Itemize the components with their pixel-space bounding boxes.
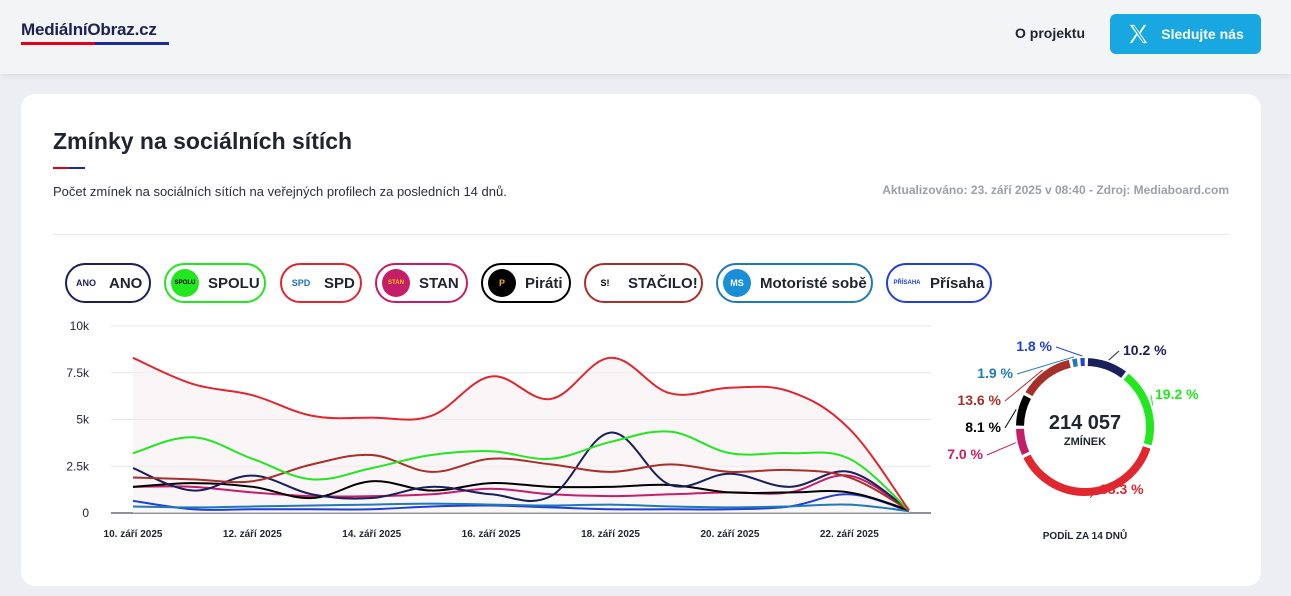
party-logo-icon: SPOLU bbox=[171, 269, 199, 297]
x-tick-label: 10. září 2025 bbox=[104, 529, 163, 540]
pie-leader-line bbox=[1004, 369, 1043, 402]
y-tick-label: 7.5k bbox=[66, 366, 90, 380]
pie-slice-label: 8.1 % bbox=[965, 419, 1001, 435]
party-logo-icon: SPD bbox=[287, 269, 315, 297]
party-chip-label: Motoristé sobě bbox=[760, 274, 867, 292]
card-description: Počet zmínek na sociálních sítích na veř… bbox=[53, 184, 507, 199]
card-title: Zmínky na sociálních sítích bbox=[53, 128, 353, 154]
x-tick-label: 20. září 2025 bbox=[700, 529, 759, 540]
pie-slice-motorist-sob- bbox=[1072, 358, 1078, 368]
party-chip-label: STAN bbox=[419, 274, 459, 292]
party-chip-label: Přísaha bbox=[930, 274, 985, 292]
area-fill bbox=[133, 357, 909, 513]
party-chip-label: SPOLU bbox=[208, 274, 260, 292]
y-tick-label: 0 bbox=[82, 506, 89, 520]
series-line-pir-ti bbox=[132, 480, 910, 512]
pie-slice-spolu bbox=[1123, 373, 1154, 446]
party-chip-spolu[interactable]: SPOLU SPOLU bbox=[164, 263, 266, 303]
party-logo-icon: ANO bbox=[72, 269, 100, 297]
pie-slice-sta-ilo- bbox=[1025, 359, 1071, 397]
party-logo-icon: STAN bbox=[382, 269, 410, 297]
x-tick-label: 14. září 2025 bbox=[342, 529, 401, 540]
party-logo-icon: S! bbox=[591, 269, 619, 297]
party-chip-pir-ti[interactable]: P Piráti bbox=[481, 263, 571, 303]
pie-slice-label: 1.9 % bbox=[977, 365, 1013, 381]
pie-slice-label: 13.6 % bbox=[957, 392, 1001, 408]
pie-leader-line bbox=[1150, 394, 1154, 406]
party-chip-motorist-sob-[interactable]: MS Motoristé sobě bbox=[716, 263, 873, 303]
series-line-spolu bbox=[132, 430, 910, 511]
y-tick-label: 10k bbox=[70, 319, 90, 333]
y-tick-label: 2.5k bbox=[66, 459, 90, 473]
pie-slice-label: 1.8 % bbox=[1016, 338, 1052, 354]
x-tick-label: 16. září 2025 bbox=[462, 529, 521, 540]
pie-leader-line bbox=[1055, 346, 1083, 357]
party-chip-label: SPD bbox=[324, 274, 355, 292]
party-chip-label: Piráti bbox=[525, 274, 563, 292]
party-chip-stan[interactable]: STAN STAN bbox=[375, 263, 468, 303]
party-chip-p-saha[interactable]: PŘÍSAHA Přísaha bbox=[886, 263, 992, 303]
donut-caption: PODÍL ZA 14 DNŮ bbox=[1043, 528, 1127, 542]
pie-leader-line bbox=[1089, 489, 1097, 499]
follow-us-label: Sledujte nás bbox=[1161, 26, 1244, 42]
logo-underline bbox=[21, 42, 169, 45]
series-line-ano bbox=[132, 431, 910, 512]
x-tick-label: 18. září 2025 bbox=[581, 529, 640, 540]
mentions-card: Zmínky na sociálních sítích Počet zmínek… bbox=[21, 94, 1261, 586]
donut-total-label: ZMÍNEK bbox=[1064, 435, 1106, 448]
site-logo[interactable]: MediálníObraz.cz bbox=[21, 20, 157, 39]
series-line-spd bbox=[132, 356, 910, 511]
pie-leader-line bbox=[1016, 356, 1075, 375]
pie-slice-ano bbox=[1087, 358, 1126, 378]
pie-leader-line bbox=[1004, 409, 1017, 429]
pie-leader-line bbox=[1108, 350, 1120, 361]
party-logo-icon: P bbox=[488, 269, 516, 297]
pie-slice-label: 7.0 % bbox=[947, 446, 983, 462]
top-bar: MediálníObraz.cz O projektu Sledujte nás bbox=[0, 0, 1291, 74]
series-line-motorist-sob- bbox=[132, 502, 910, 513]
party-logo-icon: PŘÍSAHA bbox=[893, 269, 921, 297]
nav-about-link[interactable]: O projektu bbox=[1015, 25, 1086, 41]
title-underline bbox=[53, 167, 85, 169]
pie-slice-label: 10.2 % bbox=[1123, 342, 1167, 358]
party-chip-label: STAČILO! bbox=[628, 274, 698, 292]
updated-info: Aktualizováno: 23. září 2025 v 08:40 - Z… bbox=[882, 183, 1229, 197]
party-chip-sta-ilo-[interactable]: S! STAČILO! bbox=[584, 263, 703, 303]
y-tick-label: 5k bbox=[76, 413, 90, 427]
x-logo-icon bbox=[1130, 24, 1148, 44]
donut-total: 214 057 bbox=[1049, 412, 1121, 434]
x-tick-label: 22. září 2025 bbox=[820, 529, 879, 540]
pie-slice-spd bbox=[1023, 446, 1151, 496]
mentions-chart: 0 2.5k 5k 7.5k 10k 10. září 2025 12. září 2025… bbox=[66, 319, 1199, 542]
pie-slice-label: 19.2 % bbox=[1155, 386, 1199, 402]
party-chip-ano[interactable]: ANO ANO bbox=[65, 263, 151, 303]
pie-slice-label: 38.3 % bbox=[1100, 481, 1144, 497]
party-logo-icon: MS bbox=[723, 269, 751, 297]
series-line-sta-ilo- bbox=[132, 453, 910, 512]
party-chip-spd[interactable]: SPD SPD bbox=[280, 263, 362, 303]
pie-slice-stan bbox=[1016, 428, 1030, 456]
follow-us-button[interactable]: Sledujte nás bbox=[1110, 14, 1261, 54]
x-tick-label: 12. září 2025 bbox=[223, 529, 282, 540]
pie-leader-line bbox=[986, 442, 1016, 456]
pie-slice-pir-ti bbox=[1016, 395, 1031, 426]
divider bbox=[53, 234, 1229, 235]
party-chip-label: ANO bbox=[109, 274, 143, 292]
